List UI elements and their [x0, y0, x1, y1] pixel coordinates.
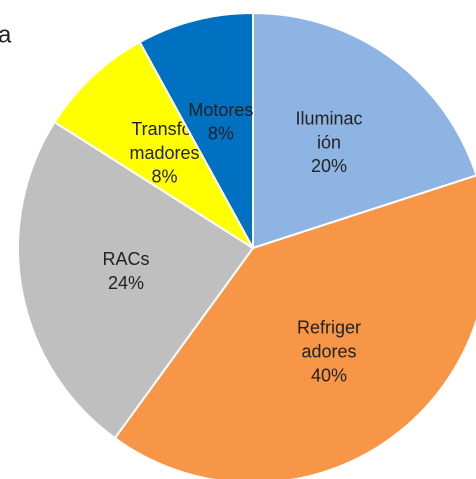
slice-value-label: 8% [152, 167, 178, 187]
slice-value-label: 24% [108, 273, 144, 293]
slice-value-label: 40% [311, 365, 347, 385]
pie-slice [138, 11, 254, 249]
pie-slice [252, 11, 476, 250]
chart-title: a [0, 21, 12, 48]
slice-label: Refriger adores [297, 317, 361, 361]
slice-label: Iluminac ión [295, 108, 362, 152]
slice-value-label: 8% [208, 124, 234, 144]
slice-label: RACs [103, 249, 150, 269]
pie-slice [113, 174, 476, 479]
slice-value-label: 20% [311, 156, 347, 176]
pie-slice [17, 120, 255, 440]
slice-label: Motores [188, 100, 253, 120]
pie-slice [53, 40, 254, 249]
slice-label: Transfor madores [130, 119, 200, 163]
